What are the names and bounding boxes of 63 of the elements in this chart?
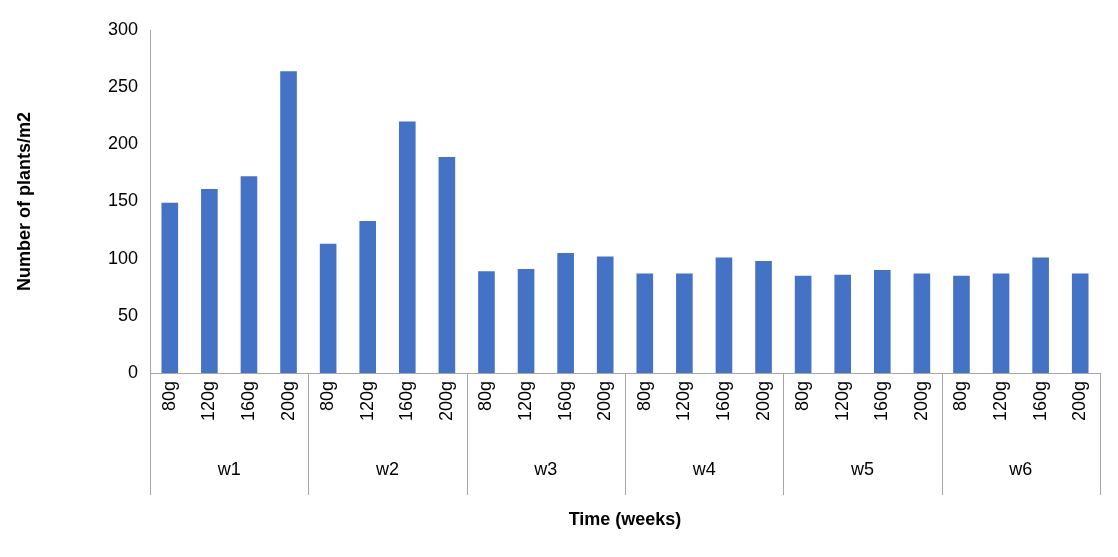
x-tick-label: 120g	[356, 381, 377, 422]
x-tick-label: 200g	[435, 381, 456, 422]
bar	[992, 273, 1010, 373]
x-tick-label: 80g	[475, 381, 496, 412]
bar	[359, 220, 377, 373]
bar	[913, 273, 931, 373]
bar	[201, 188, 218, 373]
y-tick-label: 250	[107, 76, 138, 97]
bar	[636, 273, 654, 373]
text: w3	[533, 458, 558, 479]
bar	[319, 243, 337, 373]
bar	[834, 274, 852, 373]
bar	[240, 176, 258, 373]
bar	[517, 268, 535, 373]
x-tick-label: 120g	[198, 381, 219, 422]
text: w2	[374, 458, 400, 479]
bar	[161, 202, 179, 373]
y-tick-label: 150	[107, 190, 138, 211]
x-tick-label: 80g	[317, 381, 338, 412]
text: w4	[691, 458, 716, 479]
y-tick-label: 0	[127, 361, 138, 382]
x-tick-label: 160g	[396, 381, 417, 422]
bar	[557, 252, 574, 373]
y-tick-label: 100	[107, 247, 138, 268]
bar	[873, 270, 891, 373]
x-tick-label: 160g	[237, 381, 258, 422]
y-axis-title: Number of plants/m2	[13, 111, 34, 292]
x-tick-label: 160g	[712, 381, 733, 422]
x-tick-label: 120g	[990, 381, 1011, 422]
text: w6	[1008, 458, 1033, 479]
x-tick-label: 200g	[752, 381, 773, 422]
y-tick-label: 300	[107, 18, 138, 39]
x-tick-label: 120g	[831, 381, 852, 422]
bar	[596, 256, 614, 373]
bar	[1071, 273, 1089, 373]
x-tick-label: 160g	[871, 381, 892, 422]
x-tick-label: 80g	[633, 381, 654, 412]
x-tick-label: 160g	[554, 381, 575, 422]
x-tick-label: 200g	[277, 381, 298, 422]
x-tick-label: 80g	[792, 381, 813, 412]
x-tick-label: 200g	[1069, 381, 1090, 422]
bar	[715, 257, 733, 373]
bar	[1032, 257, 1049, 373]
x-tick-label: 80g	[950, 381, 971, 412]
x-tick-label: 120g	[673, 381, 694, 422]
y-tick-label: 200	[107, 133, 138, 154]
x-axis-title: Time (weeks)	[568, 508, 682, 529]
x-tick-label: 200g	[910, 381, 931, 422]
x-tick-label: 160g	[1029, 381, 1050, 422]
bar	[398, 121, 416, 373]
x-tick-label: 200g	[594, 381, 615, 422]
bar	[478, 271, 495, 373]
x-tick-label: 120g	[515, 381, 536, 422]
bar	[676, 273, 693, 373]
bar	[280, 71, 297, 373]
bar	[953, 275, 970, 373]
bar	[794, 275, 812, 373]
bar	[755, 260, 772, 373]
text: w5	[849, 458, 875, 479]
bar	[438, 156, 456, 373]
x-tick-label: 80g	[158, 381, 179, 412]
y-tick-label: 50	[117, 304, 138, 325]
text: w1	[216, 458, 241, 479]
